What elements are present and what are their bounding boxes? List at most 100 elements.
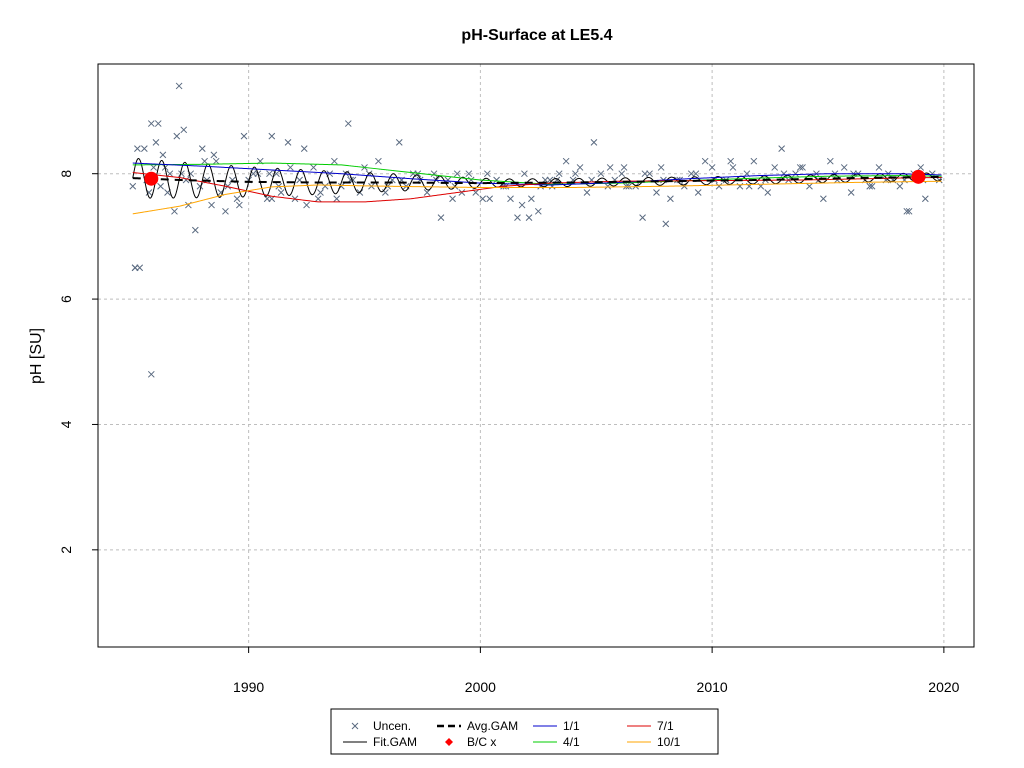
data-point (430, 170, 438, 178)
data-point (875, 164, 883, 171)
x-tick-label: 2000 (465, 679, 496, 695)
chart-title: pH-Surface at LE5.4 (461, 27, 612, 44)
y-axis-label: pH [SU] (28, 328, 45, 384)
data-point (903, 207, 911, 215)
data-point (129, 182, 137, 190)
data-point (847, 189, 855, 196)
data-point (572, 170, 579, 178)
data-point (171, 207, 178, 215)
data-point (708, 164, 716, 171)
data-point (583, 189, 591, 196)
plot-frame (97, 63, 975, 648)
data-point (662, 220, 670, 228)
data-point (414, 170, 422, 178)
data-point (423, 189, 431, 196)
data-point (284, 139, 292, 146)
data-point (727, 157, 735, 165)
data-point (796, 164, 804, 171)
data-point (344, 120, 352, 127)
data-point (147, 370, 155, 378)
data-point (555, 170, 563, 178)
data-point (210, 151, 218, 159)
data-point (159, 151, 167, 159)
data-point (375, 157, 382, 165)
x-tick-label: 2010 (697, 679, 728, 695)
data-point (590, 139, 598, 146)
legend-symbol-bc (445, 738, 453, 746)
bc-marker (144, 171, 159, 186)
data-point (233, 195, 241, 203)
data-point (479, 195, 487, 203)
data-point (694, 189, 702, 196)
data-point (764, 189, 772, 196)
data-point (729, 164, 737, 171)
data-point (562, 157, 570, 165)
data-point (310, 164, 317, 171)
data-point (173, 132, 181, 140)
data-point (208, 201, 215, 209)
data-point (750, 157, 758, 165)
legend-label: 7/1 (657, 719, 674, 733)
x-tick-label: 1990 (233, 679, 264, 695)
legend-label: Fit.GAM (373, 735, 417, 749)
data-point (921, 195, 929, 203)
data-point (458, 189, 466, 196)
data-point (314, 195, 322, 203)
y-tick-label: 6 (58, 295, 74, 303)
data-point (525, 214, 533, 221)
data-point (303, 201, 310, 209)
data-point (826, 157, 834, 165)
data-point (820, 195, 827, 203)
data-point (806, 182, 813, 190)
y-tick-label: 4 (58, 420, 74, 428)
data-point (395, 139, 403, 146)
data-point (212, 157, 220, 165)
legend-box (330, 708, 719, 755)
data-point (222, 207, 229, 215)
data-point (701, 157, 709, 165)
data-point (715, 182, 723, 190)
data-point (736, 182, 744, 190)
data-point (331, 157, 338, 165)
series-line-1-1 (132, 162, 942, 186)
data-point (240, 132, 248, 140)
series-line-10-1 (132, 180, 942, 215)
data-point (905, 207, 913, 215)
data-point (521, 170, 528, 178)
data-point (653, 189, 660, 196)
data-point (333, 195, 341, 203)
data-point (150, 164, 157, 171)
data-point (321, 182, 329, 190)
data-point (620, 164, 628, 171)
data-point (166, 170, 174, 178)
data-point (799, 164, 806, 171)
data-point (198, 145, 206, 152)
data-point (868, 182, 876, 190)
y-tick-label: 2 (58, 546, 74, 554)
data-point (514, 214, 521, 221)
data-point (465, 170, 473, 178)
data-point (191, 226, 199, 234)
data-point (453, 170, 461, 178)
data-point (692, 170, 700, 178)
data-point (576, 164, 584, 171)
y-axis: 2 4 6 8 (58, 170, 98, 554)
data-point (486, 195, 494, 203)
data-point (771, 164, 779, 171)
data-point (493, 176, 500, 184)
grid-lines (98, 64, 974, 647)
data-point (606, 164, 614, 171)
data-point (131, 264, 139, 272)
data-point (196, 182, 204, 190)
legend-label: B/C x (467, 735, 496, 749)
data-point (147, 120, 155, 127)
data-point (792, 170, 799, 178)
data-point (507, 195, 514, 203)
data-point (178, 170, 185, 178)
data-point (277, 189, 285, 196)
data-point (134, 145, 141, 152)
data-point (266, 170, 273, 178)
data-point (917, 164, 925, 171)
bc-marker (911, 169, 926, 184)
